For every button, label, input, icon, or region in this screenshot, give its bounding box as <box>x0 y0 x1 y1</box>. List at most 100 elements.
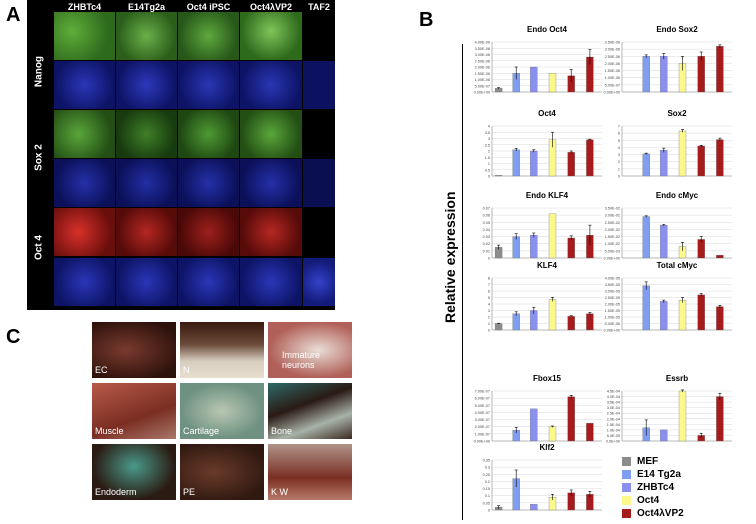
micrograph-dapi2-zhbtc4 <box>54 159 115 207</box>
tick-label-6-4: 4 <box>488 303 490 307</box>
bar-7-1 <box>642 285 650 331</box>
tick-label-4-2: 0.02 <box>483 242 490 246</box>
tick-label-2-1: 0.5 <box>485 168 490 172</box>
micrograph-dapi1-oct4ipsc <box>178 61 239 109</box>
tick-label-7-6: 3.00E-05 <box>605 290 620 294</box>
tick-label-5-1: 5.00E-03 <box>605 249 620 253</box>
tick-label-10-2: 0.1 <box>485 494 490 498</box>
tick-label-4-4: 0.04 <box>483 228 490 232</box>
tissue-label-n: N <box>183 365 190 375</box>
tick-label-6-2: 2 <box>488 316 490 320</box>
bar-3-5 <box>716 139 724 177</box>
tick-label-10-1: 0.05 <box>483 501 490 505</box>
bar-2-5 <box>586 139 594 177</box>
bar-7-2 <box>660 301 668 331</box>
chart-title-2: Oct4 <box>538 109 556 118</box>
tick-label-1-4: 2.00E-06 <box>605 62 620 66</box>
tick-label-1-2: 1.00E-06 <box>605 76 620 80</box>
bar-0-2 <box>530 66 538 93</box>
tick-label-8-7: 7.00E-07 <box>475 390 490 394</box>
tick-label-9-6: 3.0E-04 <box>607 406 620 410</box>
column-header-1: ZHBTc4 <box>67 2 102 12</box>
micrograph-dapi1-oct4vp2 <box>240 61 302 109</box>
micrograph-sox2-mef <box>303 110 335 158</box>
tissue-label-ec: EC <box>95 365 108 375</box>
tick-label-0-5: 2.50E-06 <box>475 59 490 63</box>
tick-label-1-1: 5.00E-07 <box>605 83 620 87</box>
column-header-3: Oct4 iPSC <box>186 2 231 12</box>
tissue-cartilage: Cartilage <box>180 383 264 439</box>
legend-swatch-oct4vp2 <box>622 509 631 518</box>
tick-label-2-5: 2.5 <box>485 143 490 147</box>
bar-5-2 <box>660 224 668 259</box>
chart-title-5: Endo cMyc <box>656 191 699 200</box>
tick-label-4-3: 0.03 <box>483 235 490 239</box>
micrograph-dapi3-zhbtc4 <box>54 258 115 306</box>
tick-label-3-3: 3 <box>618 153 620 157</box>
bar-6-4 <box>567 316 575 331</box>
legend-item-e14: E14 Tg2a <box>622 468 684 481</box>
micrograph-dapi3-e14 <box>116 258 177 306</box>
micrograph-nanog-mef <box>303 12 335 60</box>
chart-title-8: Fbox15 <box>533 374 562 383</box>
tick-label-6-6: 6 <box>488 290 490 294</box>
tick-label-4-7: 0.07 <box>483 207 490 211</box>
tissue-label-muscle: Muscle <box>95 426 124 436</box>
legend-label-mef: MEF <box>637 456 659 467</box>
tissue-label-bone: Bone <box>271 426 293 436</box>
tick-label-9-3: 1.5E-04 <box>607 423 620 427</box>
tick-label-8-3: 3.00E-07 <box>475 418 490 422</box>
tick-label-9-4: 2.0E-04 <box>607 417 620 421</box>
tick-label-4-5: 0.05 <box>483 221 490 225</box>
tissue-ec: EC <box>92 322 176 378</box>
tick-label-9-8: 4.0E-04 <box>607 395 620 399</box>
tick-label-6-0: 0 <box>488 329 490 333</box>
chart-title-1: Endo Sox2 <box>656 25 698 34</box>
bar-7-3 <box>678 299 687 331</box>
tick-label-6-8: 8 <box>488 277 490 281</box>
bar-9-3 <box>678 390 687 442</box>
bar-4-1 <box>512 236 520 259</box>
tick-label-7-2: 1.00E-05 <box>605 316 620 320</box>
tick-label-2-3: 1.5 <box>485 156 490 160</box>
legend: MEF E14 Tg2a ZHBTc4 Oct4 Oct4λVP2 <box>622 455 684 520</box>
legend-swatch-zhbtc4 <box>622 483 631 492</box>
tick-label-10-7: 0.35 <box>483 459 490 463</box>
tick-label-3-6: 6 <box>618 132 620 136</box>
tick-label-3-0: 0 <box>618 175 620 179</box>
tick-label-6-7: 7 <box>488 283 490 287</box>
chart-title-4: Endo KLF4 <box>526 191 569 200</box>
tick-label-0-7: 3.50E-06 <box>475 47 490 51</box>
bar-3-2 <box>660 150 668 177</box>
micrograph-oct4-zhbtc4 <box>54 208 115 256</box>
bar-3-1 <box>642 153 650 177</box>
bar-6-3 <box>548 299 557 331</box>
bar-4-3 <box>548 213 557 259</box>
tick-label-8-5: 5.00E-07 <box>475 404 490 408</box>
tick-label-9-9: 4.5E-04 <box>607 390 620 394</box>
tick-label-9-5: 2.5E-04 <box>607 412 620 416</box>
tick-label-0-2: 1.00E-06 <box>475 78 490 82</box>
tick-label-0-4: 2.00E-06 <box>475 66 490 70</box>
tick-label-8-4: 4.00E-07 <box>475 411 490 415</box>
micrograph-dapi2-e14 <box>116 159 177 207</box>
micrograph-sox2-oct4ipsc <box>178 110 239 158</box>
tick-label-8-1: 1.00E-07 <box>475 432 490 436</box>
legend-swatch-mef <box>622 457 631 466</box>
tick-label-5-0: 0.00E+00 <box>604 257 620 261</box>
tick-label-10-3: 0.15 <box>483 487 490 491</box>
tick-label-1-0: 0.00E+00 <box>604 91 620 95</box>
tick-label-9-1: 5.0E-05 <box>607 434 620 438</box>
tick-label-10-0: 0 <box>488 509 490 513</box>
panel-a-label: A <box>6 4 21 26</box>
bar-0-3 <box>548 73 557 93</box>
bar-4-2 <box>530 234 538 259</box>
bar-4-4 <box>567 237 575 259</box>
tick-label-9-2: 1.0E-04 <box>607 428 620 432</box>
tick-label-1-7: 3.50E-06 <box>605 41 620 45</box>
tick-label-10-6: 0.3 <box>485 466 490 470</box>
chart-title-0: Endo Oct4 <box>527 25 568 34</box>
bar-7-5 <box>716 306 724 331</box>
tissue-label-kw: K W <box>271 487 288 497</box>
